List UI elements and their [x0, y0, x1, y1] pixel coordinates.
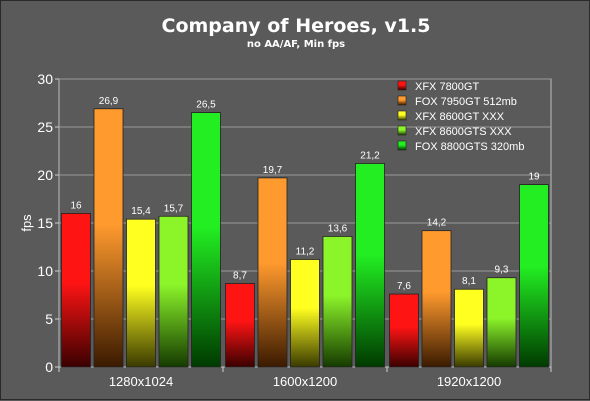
bar [61, 212, 91, 368]
bar [290, 259, 320, 368]
legend-swatch [397, 125, 407, 136]
y-tick-label: 20 [37, 167, 53, 183]
legend-label: XFX 7800GT [415, 81, 479, 93]
legend-swatch [397, 80, 407, 91]
data-label: 14,2 [427, 218, 447, 229]
data-label: 19 [528, 172, 540, 183]
chart-subtitle: no AA/AF, Min fps [246, 39, 346, 50]
x-tick-label: 1600x1200 [273, 374, 337, 389]
bar [126, 218, 156, 368]
data-label: 8,7 [233, 270, 247, 281]
data-label: 15,4 [131, 206, 151, 217]
bar [454, 288, 484, 368]
data-label: 11,2 [296, 246, 315, 257]
legend-swatch [397, 95, 407, 106]
bar [191, 112, 221, 368]
y-tick-label: 10 [37, 263, 53, 279]
x-tick-label: 1280x1024 [109, 374, 173, 389]
y-tick-label: 25 [37, 119, 53, 135]
chart-title: Company of Heroes, v1.5 [161, 15, 431, 37]
data-label: 26,5 [196, 100, 216, 111]
bar [225, 283, 255, 368]
x-tick-label: 1920x1200 [437, 374, 501, 389]
data-label: 7,6 [397, 281, 411, 292]
data-label: 21,2 [360, 150, 380, 161]
y-tick-label: 5 [45, 311, 53, 327]
y-tick-label: 15 [37, 215, 53, 231]
bars [61, 108, 549, 368]
bar [257, 177, 288, 368]
bar [389, 293, 419, 368]
data-label: 13,6 [328, 223, 348, 234]
bar [421, 230, 452, 368]
legend-label: FOX 8800GTS 320mb [415, 141, 524, 153]
bar [519, 184, 549, 368]
y-axis: 0 5 10 15 20 25 30 [37, 71, 59, 375]
bar [158, 215, 189, 368]
y-axis-label: fps [19, 214, 34, 232]
data-label: 8,1 [462, 276, 476, 287]
data-label: 15,7 [164, 203, 184, 214]
bar [486, 277, 517, 368]
legend-label: FOX 7950GT 512mb [415, 96, 517, 108]
data-labels: 16 26,9 15,4 15,7 26,5 8,7 19,7 11,2 13,6 21,2 7,6… [70, 96, 540, 292]
x-axis: 1280x1024 1600x1200 1920x1200 [58, 367, 552, 389]
legend-swatch [397, 140, 407, 151]
legend-label: XFX 8600GT XXX [415, 111, 505, 123]
y-tick-label: 30 [37, 71, 53, 87]
legend-swatch [397, 110, 407, 121]
y-tick-label: 0 [45, 359, 53, 375]
data-label: 26,9 [99, 96, 119, 107]
data-label: 9,3 [495, 265, 509, 276]
bar [322, 236, 353, 368]
data-label: 19,7 [263, 165, 283, 176]
legend: XFX 7800GT FOX 7950GT 512mb XFX 8600GT XXX… [397, 80, 524, 153]
bar [93, 108, 124, 368]
legend-label: XFX 8600GTS XXX [415, 126, 512, 138]
bar [355, 163, 385, 368]
data-label: 16 [70, 200, 82, 211]
